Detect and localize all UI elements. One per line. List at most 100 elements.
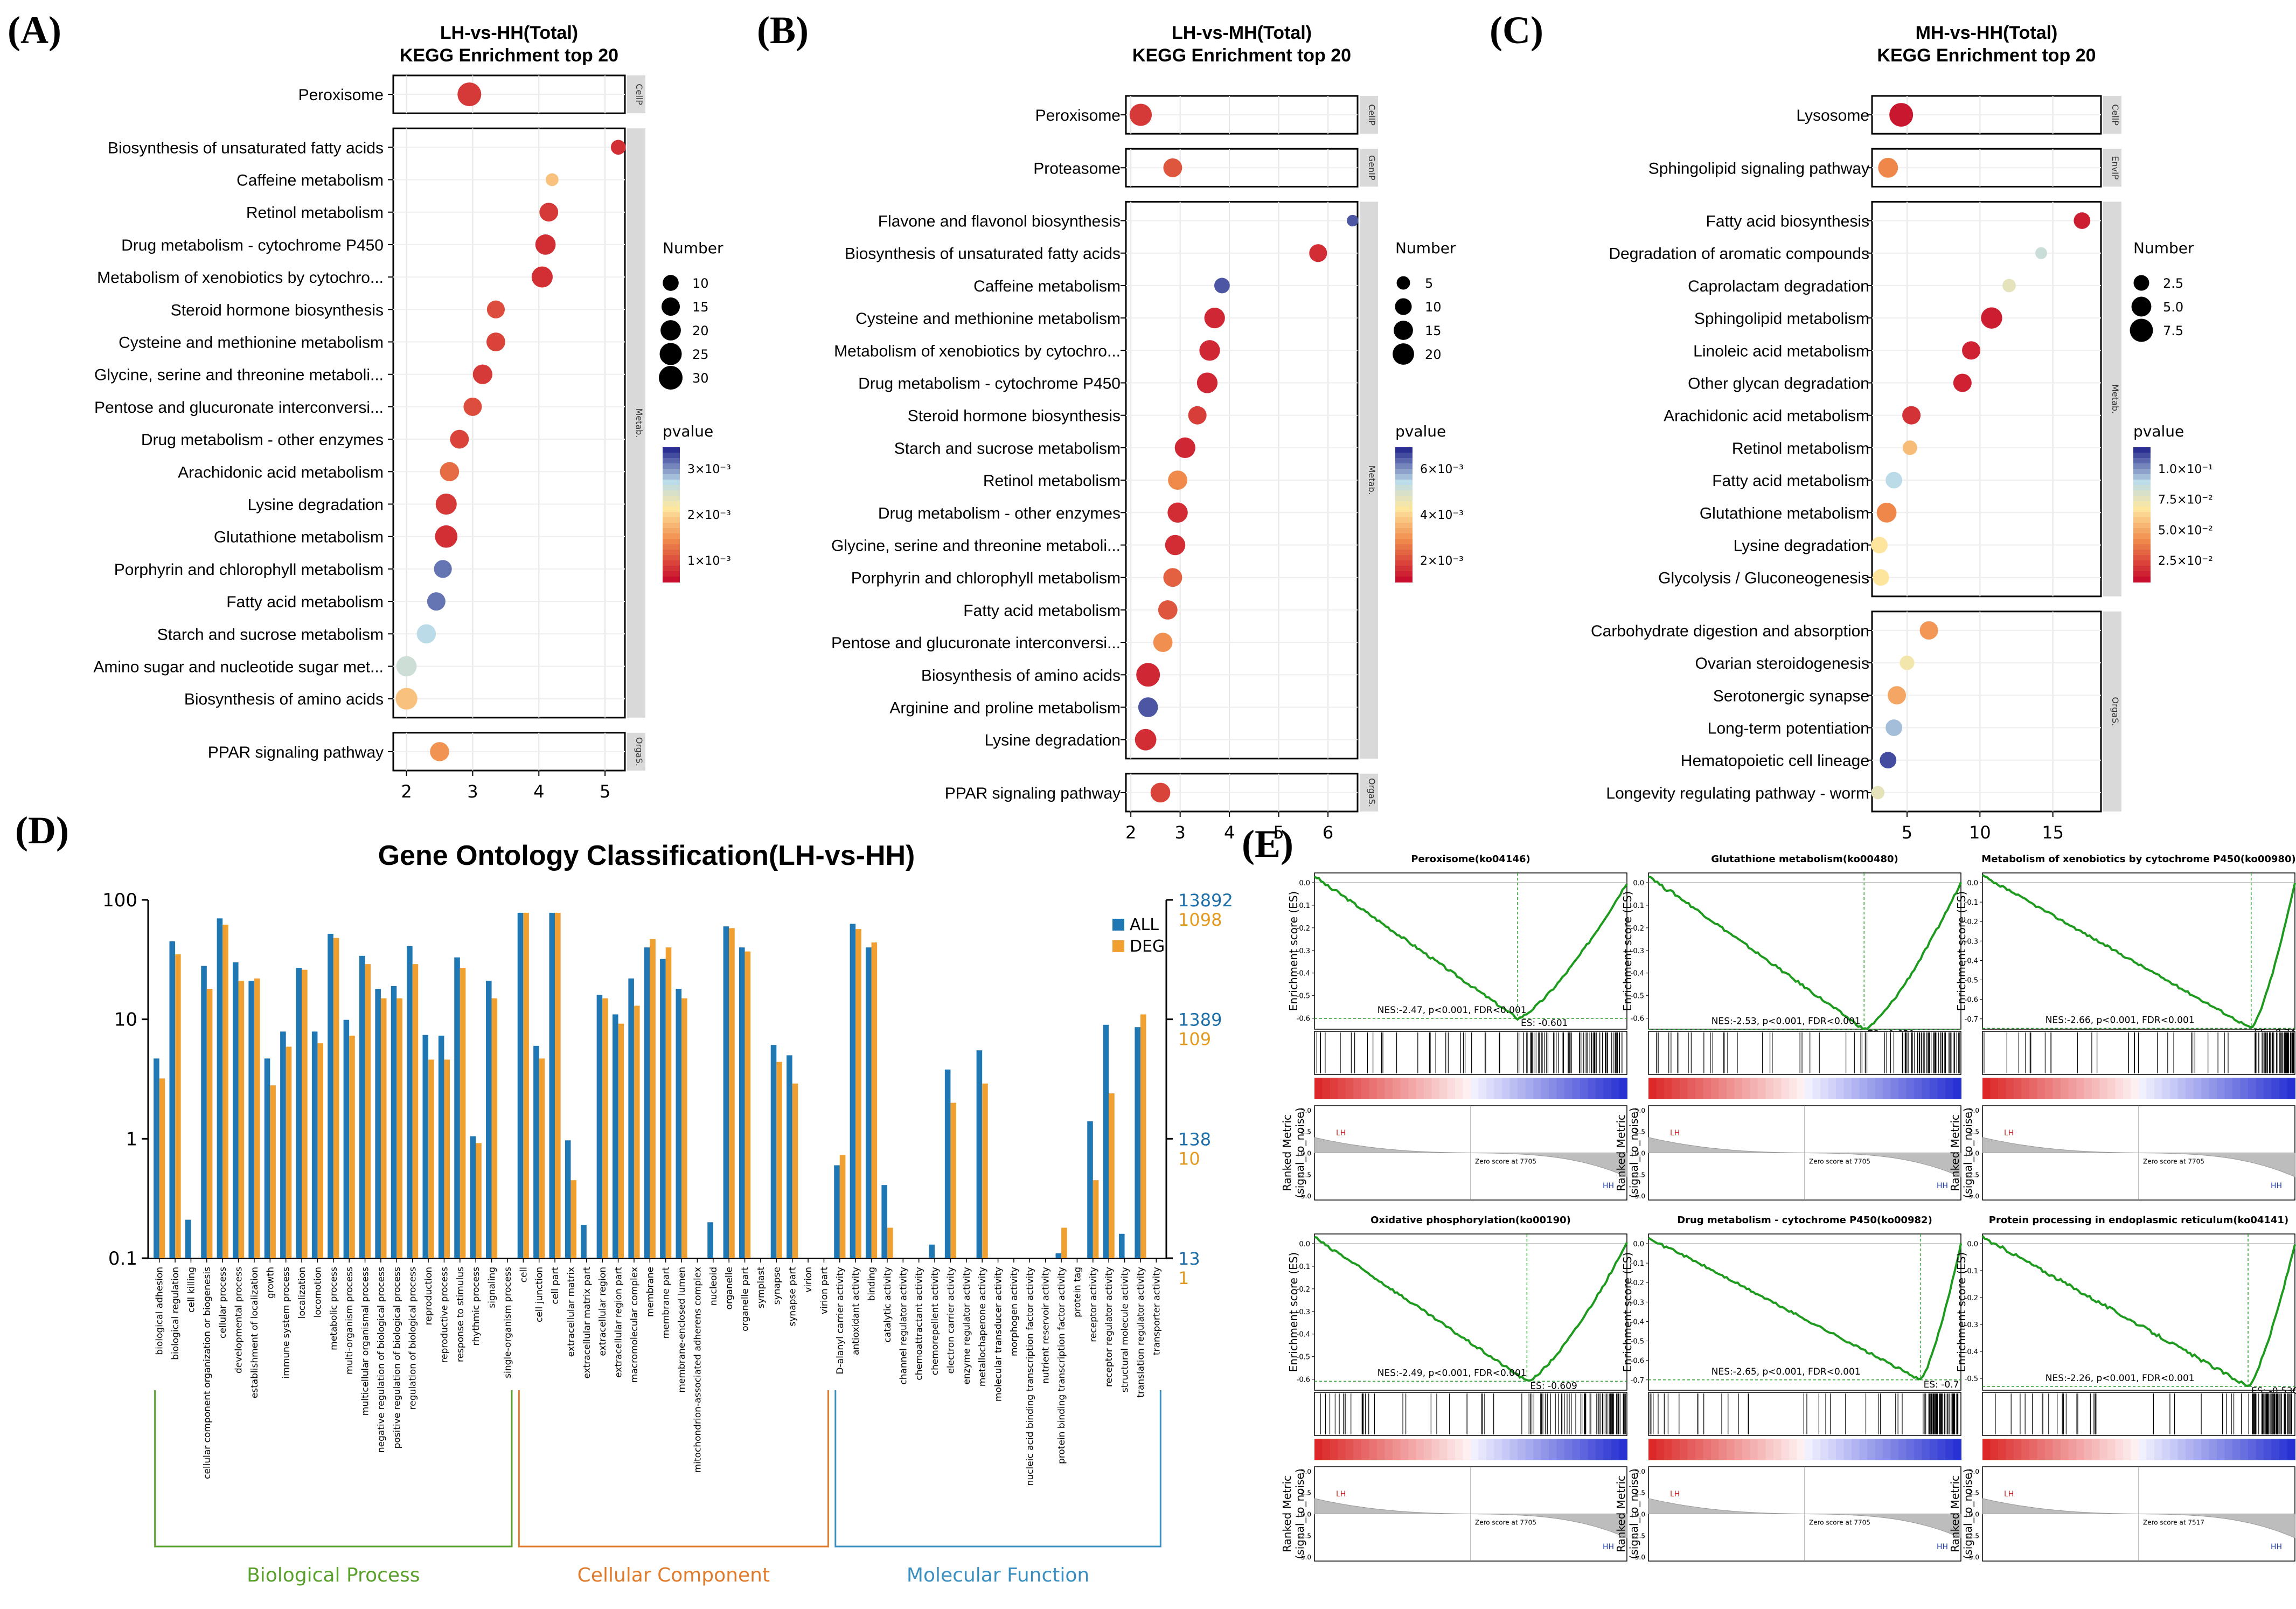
go-bar-deg bbox=[634, 1005, 640, 1258]
kegg-colorbar-segment bbox=[663, 480, 680, 486]
gsea-metric-gradient-segment bbox=[2186, 1078, 2194, 1099]
go-term-label: metabolic process bbox=[329, 1267, 339, 1350]
gsea-rank-tick-label: 5.0 bbox=[1301, 1107, 1311, 1114]
kegg-colorbar-segment bbox=[2133, 528, 2151, 534]
kegg-colorbar-segment bbox=[663, 458, 680, 464]
kegg-title: LH-vs-HH(Total) bbox=[440, 23, 578, 43]
gsea-metric-gradient-segment bbox=[2240, 1078, 2249, 1099]
go-legend-deg-swatch bbox=[1112, 940, 1124, 952]
gsea-metric-gradient-segment bbox=[2279, 1078, 2288, 1099]
gsea-metric-gradient-segment bbox=[1922, 1078, 1930, 1099]
kegg-term-label: Peroxisome bbox=[1035, 107, 1121, 124]
gsea-metric-gradient-segment bbox=[1836, 1439, 1845, 1460]
kegg-colorbar-segment bbox=[2133, 458, 2151, 464]
gsea-lh-label: LH bbox=[2004, 1490, 2014, 1499]
gsea-metric-gradient-segment bbox=[1377, 1078, 1386, 1099]
gsea-metric-gradient-segment bbox=[2264, 1439, 2272, 1460]
kegg-term-label: Starch and sucrose metabolism bbox=[894, 440, 1121, 457]
gsea-metric-gradient-segment bbox=[1867, 1439, 1876, 1460]
kegg-term-label: Fatty acid metabolism bbox=[226, 593, 384, 611]
gsea-es-tick-label: -0.3 bbox=[1297, 947, 1310, 955]
go-term-label: cellular process bbox=[218, 1267, 228, 1338]
gsea-metric-gradient-segment bbox=[2248, 1439, 2257, 1460]
kegg-x-tick-label: 5 bbox=[600, 781, 610, 802]
go-left-tick-label: 0.1 bbox=[108, 1248, 137, 1270]
gsea-metric-gradient-segment bbox=[1820, 1078, 1829, 1099]
kegg-strip-label: CellP bbox=[2110, 104, 2120, 126]
kegg-size-legend-title: Number bbox=[2133, 239, 2194, 257]
gsea-es-tick-label: 0.0 bbox=[1633, 1240, 1644, 1249]
kegg-size-legend-label: 2.5 bbox=[2163, 276, 2183, 291]
kegg-term-label: Biosynthesis of amino acids bbox=[921, 667, 1121, 684]
go-bar-all bbox=[644, 947, 650, 1258]
gsea-rank-tick-label: 2.5 bbox=[1969, 1128, 1979, 1136]
gsea-es-frame bbox=[1982, 1233, 2295, 1391]
gsea-metric-gradient-segment bbox=[1377, 1439, 1386, 1460]
kegg-term-label: Pentose and glucuronate interconversi... bbox=[94, 399, 384, 417]
kegg-colorbar-segment bbox=[663, 571, 680, 577]
kegg-dot bbox=[1900, 655, 1915, 670]
gsea-metric-gradient-segment bbox=[1322, 1078, 1331, 1099]
kegg-colorbar-segment bbox=[2133, 447, 2151, 453]
gsea-metric-gradient-segment bbox=[2201, 1078, 2210, 1099]
gsea-rank-tick-label: -2.5 bbox=[1299, 1532, 1311, 1539]
go-bar-all bbox=[328, 933, 333, 1258]
go-bar-all bbox=[1087, 1121, 1093, 1258]
kegg-colorbar-segment bbox=[2133, 480, 2151, 486]
gsea-lh-label: LH bbox=[1336, 1490, 1346, 1499]
gsea-metric-gradient-segment bbox=[1906, 1439, 1915, 1460]
gsea-metric-gradient-segment bbox=[1656, 1078, 1665, 1099]
kegg-colorbar-segment bbox=[2133, 544, 2151, 550]
go-bar-all bbox=[976, 1050, 983, 1258]
kegg-colorbar-segment bbox=[663, 512, 680, 518]
kegg-dot bbox=[1167, 502, 1188, 523]
kegg-dot bbox=[1174, 437, 1195, 459]
kegg-size-legend-label: 25 bbox=[692, 347, 709, 362]
kegg-subtitle: KEGG Enrichment top 20 bbox=[1877, 45, 2096, 66]
gsea-hits-frame bbox=[1648, 1392, 1961, 1436]
kegg-dot bbox=[1163, 568, 1182, 587]
panel-label-e: (E) bbox=[1242, 822, 1293, 865]
kegg-term-label: Retinol metabolism bbox=[246, 204, 384, 222]
gsea-es-tick-label: -0.1 bbox=[1297, 1263, 1310, 1271]
go-term-label: nucleic acid binding transcription facto… bbox=[1025, 1267, 1035, 1486]
gsea-metric-gradient-segment bbox=[1509, 1078, 1518, 1099]
go-bar-deg bbox=[982, 1083, 988, 1258]
kegg-dot bbox=[430, 742, 449, 761]
kegg-dot bbox=[1876, 502, 1897, 523]
gsea-metric-gradient-segment bbox=[1718, 1439, 1727, 1460]
kegg-size-legend-label: 10 bbox=[1425, 300, 1442, 315]
gsea-metric-gradient-segment bbox=[1742, 1078, 1751, 1099]
kegg-colorbar-segment bbox=[663, 463, 680, 469]
go-bar-all bbox=[264, 1058, 270, 1258]
go-term-label: cell junction bbox=[534, 1267, 545, 1322]
gsea-metric-gradient-segment bbox=[1828, 1078, 1836, 1099]
kegg-colorbar-segment bbox=[1395, 517, 1413, 523]
gsea-metric-gradient-segment bbox=[1703, 1439, 1711, 1460]
go-bar-deg bbox=[792, 1083, 798, 1258]
gsea-metric-gradient-segment bbox=[1525, 1078, 1534, 1099]
gsea-metric-gradient-segment bbox=[1648, 1439, 1657, 1460]
gsea-metric-gradient-segment bbox=[2201, 1439, 2210, 1460]
kegg-colorbar-segment bbox=[663, 469, 680, 475]
kegg-colorbar-label: 6×10⁻³ bbox=[1420, 463, 1464, 476]
gsea-metric-gradient-segment bbox=[1533, 1439, 1542, 1460]
kegg-dot bbox=[1136, 663, 1160, 687]
gsea-metric-gradient-segment bbox=[1945, 1078, 1954, 1099]
go-bar-deg bbox=[175, 954, 181, 1258]
gsea-es-tick-label: -0.2 bbox=[1965, 1294, 1978, 1302]
go-bar-deg bbox=[729, 928, 735, 1258]
kegg-size-legend-label: 20 bbox=[692, 323, 709, 338]
go-bar-all bbox=[787, 1055, 792, 1258]
gsea-rank-tick-label: 0.0 bbox=[1301, 1511, 1311, 1518]
gsea-metric-gradient-segment bbox=[1353, 1439, 1362, 1460]
gsea-es-tick-label: -0.1 bbox=[1297, 902, 1310, 910]
kegg-dot bbox=[472, 364, 493, 384]
kegg-colorbar-segment bbox=[663, 550, 680, 556]
kegg-colorbar-label: 2.5×10⁻² bbox=[2158, 554, 2213, 568]
go-bar-all bbox=[422, 1035, 429, 1258]
go-bar-deg bbox=[887, 1227, 893, 1258]
kegg-colorbar-segment bbox=[1395, 490, 1413, 496]
gsea-metric-gradient-segment bbox=[2115, 1439, 2124, 1460]
go-bar-all bbox=[201, 966, 207, 1258]
